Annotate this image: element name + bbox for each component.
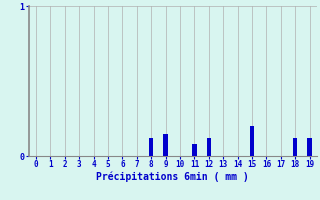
Bar <box>308 138 312 156</box>
Bar <box>207 138 211 156</box>
Bar <box>164 134 168 156</box>
X-axis label: Précipitations 6min ( mm ): Précipitations 6min ( mm ) <box>96 172 249 182</box>
Bar <box>250 126 254 156</box>
Bar <box>293 138 297 156</box>
Bar <box>149 138 153 156</box>
Bar <box>192 144 196 156</box>
